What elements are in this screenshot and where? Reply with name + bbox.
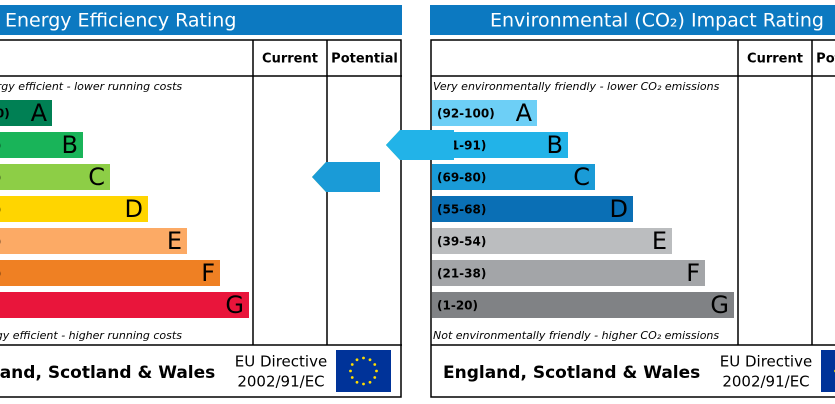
frame [0, 39, 402, 398]
rating-panel: Energy Efficiency Rating Current Potential… [0, 5, 402, 398]
current-arrow [312, 162, 380, 192]
band-range: (21-38) [437, 267, 486, 281]
band-letter: C [88, 163, 105, 191]
eu-star [350, 376, 354, 379]
eu-star [368, 380, 372, 384]
band-letter: G [710, 291, 729, 319]
title-bar [0, 5, 402, 35]
eu-star [349, 369, 352, 373]
current-value: 75 [767, 168, 789, 188]
band-bar [432, 196, 633, 222]
band-letter: B [62, 131, 78, 159]
band-bar [432, 260, 705, 286]
current-header: Current [747, 52, 803, 67]
band-range: (69-80) [437, 171, 486, 185]
band-range: (55-68) [0, 203, 1, 217]
bottom-note: Not energy efficient - higher running co… [0, 329, 182, 342]
eu-star [362, 356, 365, 360]
band-range: (39-54) [0, 235, 1, 249]
band-bar [432, 164, 595, 190]
band-letter: A [516, 99, 533, 127]
band-bar [0, 132, 83, 158]
band-bar [0, 164, 110, 190]
band-range: (92-100) [437, 107, 495, 121]
band-bar [0, 260, 220, 286]
potential-value: 86 [356, 136, 378, 156]
footer-directive: 2002/91/EC [237, 373, 324, 391]
band-letter: D [610, 195, 628, 223]
eu-star [355, 358, 359, 362]
band-bar [0, 196, 148, 222]
band-letter: F [686, 259, 700, 287]
band-bar [432, 132, 568, 158]
footer-directive: 2002/91/EC [722, 373, 809, 391]
band-letter: E [167, 227, 182, 255]
panel-title: Environmental (CO₂) Impact Rating [490, 10, 824, 32]
rating-panel: Environmental (CO₂) Impact Rating Current… [430, 5, 835, 398]
panel-title: Energy Efficiency Rating [5, 10, 236, 32]
band-bar [432, 228, 672, 254]
eu-flag [336, 350, 391, 392]
footer-directive: EU Directive [235, 353, 327, 371]
band-range: (55-68) [437, 203, 486, 217]
top-note: Very environmentally friendly - lower CO… [433, 80, 720, 93]
band-bar [432, 100, 537, 126]
band-letter: D [125, 195, 143, 223]
band-bar [0, 292, 249, 318]
footer-directive: EU Directive [720, 353, 812, 371]
eu-star [350, 363, 354, 366]
footer-region: England, Scotland & Wales [443, 363, 700, 383]
band-letter: E [652, 227, 667, 255]
potential-header: Potential [331, 52, 398, 67]
band-range: (21-38) [0, 267, 1, 281]
band-range: (39-54) [437, 235, 486, 249]
eu-star [373, 363, 377, 366]
band-letter: G [225, 291, 244, 319]
eu-star [362, 382, 365, 386]
title-bar [430, 5, 835, 35]
top-note: Very energy efficient - lower running co… [0, 80, 182, 93]
eu-star [373, 376, 377, 379]
band-bar [0, 100, 52, 126]
band-range: (69-80) [0, 171, 1, 185]
current-header: Current [262, 52, 318, 67]
potential-header: Potential [816, 52, 835, 67]
potential-arrow [386, 130, 454, 160]
band-range: (1-20) [437, 299, 478, 313]
band-bar [0, 228, 187, 254]
band-letter: F [201, 259, 215, 287]
band-letter: A [31, 99, 48, 127]
band-letter: B [547, 131, 563, 159]
eu-star [368, 358, 372, 362]
eu-star [375, 369, 378, 373]
band-range: (81-91) [0, 139, 1, 153]
eu-flag [821, 350, 835, 392]
bottom-note: Not environmentally friendly - higher CO… [433, 329, 719, 342]
eu-star [355, 380, 359, 384]
band-range: (92-100) [0, 107, 10, 121]
frame [430, 39, 835, 398]
band-letter: C [573, 163, 590, 191]
band-bar [432, 292, 734, 318]
footer-region: England, Scotland & Wales [0, 363, 215, 383]
current-value: 76 [282, 168, 304, 188]
